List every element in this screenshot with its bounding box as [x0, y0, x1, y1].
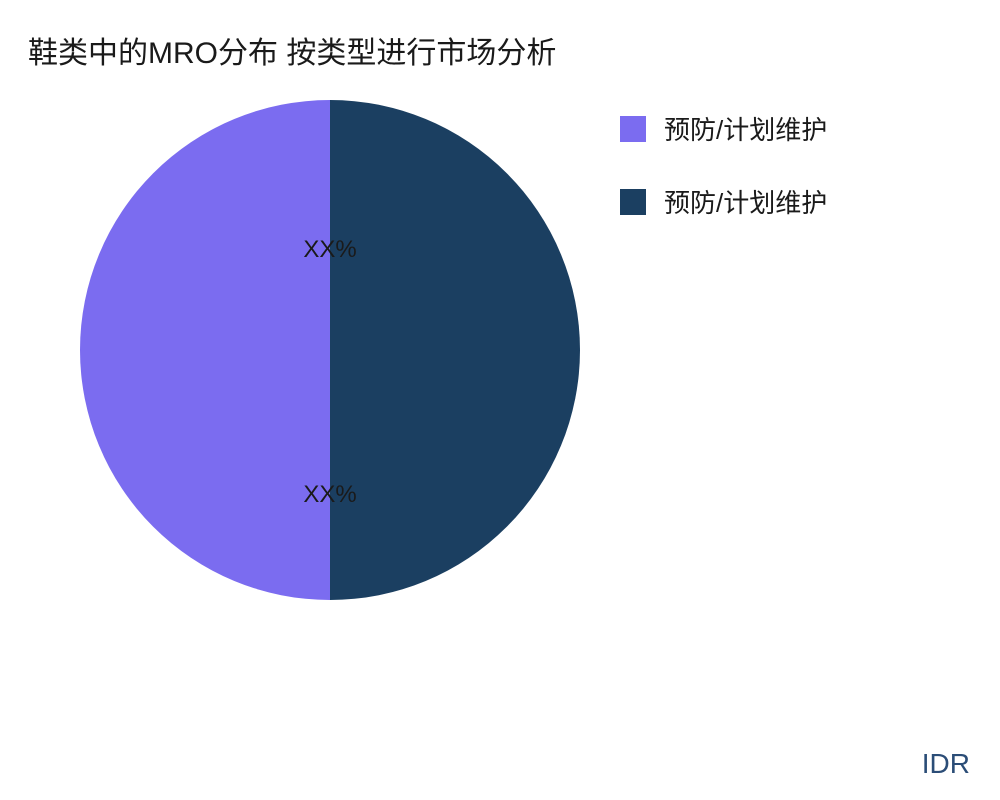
watermark: IDR	[922, 748, 970, 780]
slice-label-0: XX%	[303, 236, 356, 264]
slice-label-1: XX%	[303, 481, 356, 509]
pie-chart: XX% XX%	[80, 100, 580, 600]
legend-label-0: 预防/计划维护	[664, 110, 827, 147]
chart-title: 鞋类中的MRO分布 按类型进行市场分析	[28, 28, 556, 72]
legend-label-1: 预防/计划维护	[664, 183, 827, 220]
legend-swatch-0	[620, 116, 646, 142]
pie-slice-1	[80, 100, 330, 600]
pie-svg	[80, 100, 580, 600]
legend-swatch-1	[620, 189, 646, 215]
legend-item-0: 预防/计划维护	[620, 110, 827, 147]
pie-slice-0	[330, 100, 580, 600]
legend-item-1: 预防/计划维护	[620, 183, 827, 220]
legend: 预防/计划维护预防/计划维护	[620, 110, 827, 256]
